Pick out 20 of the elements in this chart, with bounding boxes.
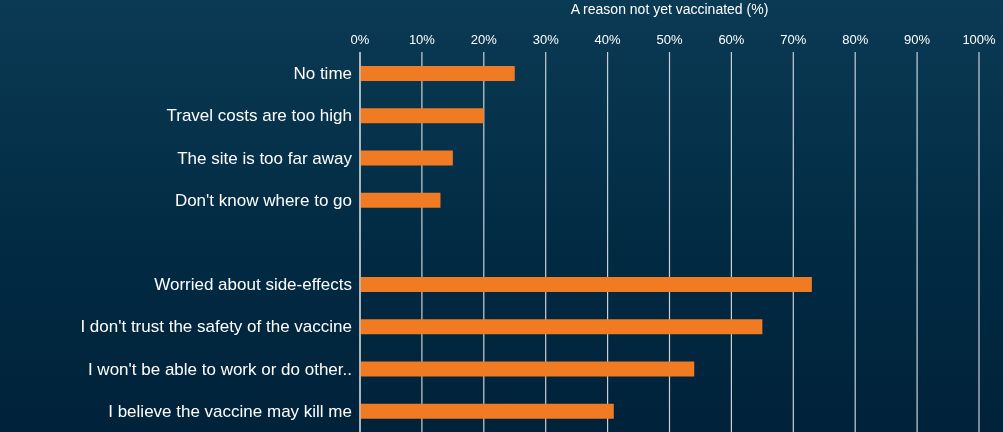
y-tick-label: Worried about side-effects bbox=[154, 275, 352, 295]
x-tick-label: 60% bbox=[718, 32, 745, 47]
y-tick-label: I won't be able to work or do other.. bbox=[87, 359, 352, 379]
y-tick-label: I don't trust the safety of the vaccine bbox=[80, 317, 352, 337]
y-tick-label: Don't know where to go bbox=[174, 190, 352, 210]
x-tick-label: 20% bbox=[470, 32, 498, 47]
y-tick-label: No time bbox=[293, 64, 352, 84]
x-tick-label: 80% bbox=[842, 32, 869, 47]
x-tick-label: 0% bbox=[350, 32, 370, 47]
x-tick-label: 40% bbox=[594, 32, 622, 47]
x-tick-label: 10% bbox=[408, 32, 436, 47]
y-tick-label: Travel costs are too high bbox=[166, 106, 352, 126]
x-tick-label: 70% bbox=[780, 32, 807, 47]
x-tick-label: 90% bbox=[904, 32, 931, 47]
x-axis-title: A reason not yet vaccinated (%) bbox=[570, 0, 769, 17]
y-tick-label: The site is too far away bbox=[177, 148, 353, 168]
y-tick-label: I believe the vaccine may kill me bbox=[108, 401, 352, 421]
x-tick-label: 50% bbox=[656, 32, 683, 47]
x-tick-label: 30% bbox=[532, 32, 560, 47]
x-tick-label: 100% bbox=[962, 32, 997, 47]
